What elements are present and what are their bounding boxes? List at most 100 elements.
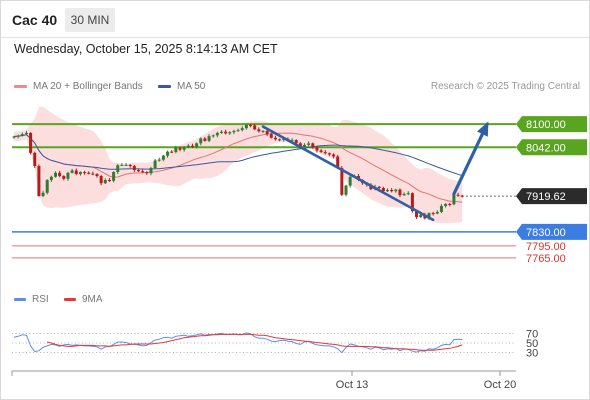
candle [87, 172, 91, 174]
candle [410, 193, 414, 212]
rsi-swatch [14, 297, 26, 301]
candle [215, 132, 219, 136]
candle [16, 135, 20, 137]
candle [224, 131, 228, 134]
candle [174, 147, 178, 153]
candle [398, 189, 402, 196]
candle [41, 192, 45, 196]
candle [452, 194, 456, 205]
candle [170, 151, 174, 153]
candle [348, 176, 352, 186]
candle [269, 134, 273, 138]
candle [290, 140, 294, 142]
candle [99, 176, 103, 184]
candle [120, 164, 124, 166]
candle [415, 211, 419, 218]
candle [220, 131, 223, 133]
candle [66, 172, 70, 179]
candle [182, 147, 186, 150]
candle [211, 135, 215, 137]
candle [240, 128, 244, 131]
level-tag-resistance [516, 139, 587, 156]
candle [278, 139, 282, 141]
candle [394, 189, 398, 192]
candle [78, 172, 82, 175]
candle [58, 172, 62, 177]
level-label-target: 7795.00 [526, 241, 566, 253]
candle [228, 132, 232, 134]
legend-label-ma50: MA 50 [177, 81, 206, 92]
candle [253, 125, 257, 130]
candle [161, 155, 165, 160]
candle [166, 151, 170, 156]
candle [141, 171, 145, 173]
candle [29, 132, 33, 153]
instrument-title: Cac 40 [12, 12, 58, 28]
level-tag-resistance [516, 116, 587, 133]
candle [439, 205, 443, 212]
candle [265, 130, 269, 135]
candle [195, 143, 199, 147]
candle [431, 213, 435, 215]
timeframe-button[interactable]: 30 MIN [65, 8, 115, 32]
candle [107, 180, 111, 182]
rsi-ma-swatch [64, 297, 76, 301]
candle [186, 145, 190, 148]
candle [203, 138, 207, 141]
ma50-swatch [158, 84, 171, 88]
candle [37, 166, 41, 196]
candle [157, 159, 161, 161]
level-tag-support [516, 223, 587, 240]
candle [12, 136, 16, 138]
candle [116, 165, 120, 173]
candle [336, 156, 340, 169]
candle [153, 160, 157, 169]
candle [54, 172, 57, 177]
candle [444, 203, 448, 206]
candle [91, 173, 95, 175]
time-tick-label: Oct 20 [484, 379, 516, 391]
bollinger-band [14, 106, 463, 224]
chart-datetime: Wednesday, October 15, 2025 8:14:13 AM C… [14, 42, 278, 56]
candle [448, 203, 452, 205]
candle [294, 140, 298, 144]
rsi-ma-line [47, 333, 463, 351]
rsi-tick-label: 50 [526, 338, 538, 350]
level-tag-last [516, 188, 587, 205]
candle [261, 130, 265, 132]
candle [49, 176, 53, 181]
candle [327, 153, 331, 155]
candle [145, 172, 149, 174]
candle [435, 211, 439, 214]
candle [303, 144, 306, 147]
legend-item-rsi-ma: 9MA [64, 294, 103, 305]
candle [190, 145, 194, 147]
candle [307, 143, 311, 145]
candle [311, 143, 315, 148]
candle [70, 170, 74, 173]
rsi-line [13, 332, 463, 354]
candle [137, 170, 140, 172]
candle [236, 130, 240, 132]
candle [456, 194, 460, 196]
candle [20, 134, 24, 136]
candle [103, 180, 107, 184]
trendline [261, 125, 435, 222]
candle [249, 124, 253, 126]
legend-item-ma50: MA 50 [158, 81, 205, 92]
rsi-tick-label: 70 [526, 328, 538, 340]
candle [128, 164, 132, 167]
candle [298, 143, 302, 147]
candle [112, 172, 116, 181]
candle [340, 168, 344, 195]
candle [83, 172, 87, 174]
candle [149, 168, 153, 174]
candle [273, 137, 277, 140]
candle [402, 193, 406, 196]
level-label-target: 7765.00 [526, 253, 566, 265]
candle [406, 193, 410, 195]
candle [315, 147, 319, 151]
candle [244, 124, 248, 129]
rsi-tick-label: 30 [526, 348, 538, 360]
